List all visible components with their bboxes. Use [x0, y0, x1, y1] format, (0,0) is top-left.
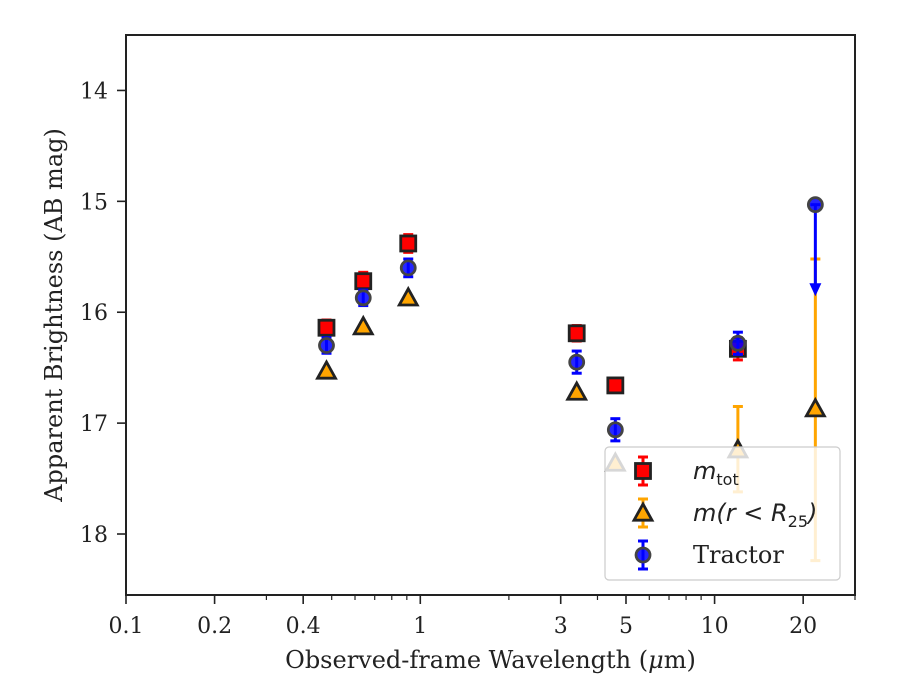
data-point-tractor	[318, 336, 335, 355]
data-point-tractor	[606, 417, 624, 443]
x-tick-label: 10	[701, 614, 729, 639]
x-tick-label: 5	[619, 614, 633, 639]
legend-label-tail: )	[806, 499, 817, 527]
marker-tractor	[354, 289, 372, 307]
marker-mtot	[399, 234, 418, 253]
legend-entry-mtot: mtot	[634, 455, 739, 489]
legend: mtot m(r < R25) Tractor	[604, 446, 841, 581]
legend-label-sub: tot	[716, 470, 738, 489]
data-point-mr25	[396, 285, 420, 307]
y-tick-label: 14	[80, 79, 108, 104]
marker-tractor	[606, 421, 624, 439]
x-tick-label: 1	[413, 614, 427, 639]
x-tick-label: 0.2	[197, 614, 232, 639]
marker-tractor	[806, 196, 824, 214]
data-point-tractor	[354, 288, 372, 308]
marker-mr25	[351, 314, 375, 336]
legend-label-tractor: Tractor	[693, 541, 784, 569]
y-tick-label: 18	[80, 523, 108, 548]
series-tractor	[318, 196, 824, 443]
x-axis-label: Observed-frame Wavelength (μm)	[285, 646, 696, 674]
data-point-mtot	[399, 233, 418, 254]
marker-mtot	[567, 324, 586, 343]
marker-mtot	[354, 272, 373, 291]
y-axis-label: Apparent Brightness (AB mag)	[40, 128, 68, 503]
data-point-mr25	[351, 314, 375, 336]
marker-mr25	[315, 359, 338, 380]
marker-mtot	[317, 318, 336, 337]
marker-tractor	[568, 353, 586, 371]
data-point-mtot	[317, 318, 336, 338]
y-tick-label: 15	[80, 190, 108, 215]
legend-label-text: Tractor	[693, 541, 784, 569]
marker-tractor	[318, 337, 335, 354]
upper-limit-arrowhead	[809, 283, 822, 297]
legend-marker-mtot	[634, 462, 652, 480]
legend-box	[604, 446, 841, 581]
legend-entry-tractor: Tractor	[634, 539, 784, 571]
data-point-mr25	[315, 359, 338, 380]
x-axis-label-main: Observed-frame Wavelength (	[285, 646, 648, 674]
data-point-tractor	[399, 257, 417, 279]
x-axis-label-unit: m)	[664, 646, 696, 674]
legend-label-mr25: m(r < R25)	[693, 499, 817, 531]
data-point-mtot	[606, 376, 625, 395]
legend-label-sub: 25	[788, 512, 808, 531]
marker-mr25	[565, 380, 589, 401]
legend-marker-mr25	[631, 501, 655, 522]
axes-group: 0.1 0.2 0.4 1 3 5 10 20 14 15 16 17 18	[80, 79, 856, 639]
series-mtot	[317, 233, 747, 395]
legend-label-main: m	[693, 457, 716, 485]
data-point-tractor	[568, 349, 586, 375]
x-tick-label: 3	[554, 614, 568, 639]
data-point-tractor	[806, 196, 824, 297]
marker-tractor	[399, 259, 417, 277]
x-tick-label: 0.4	[286, 614, 321, 639]
data-point-tractor	[729, 330, 747, 356]
legend-label-main: m(r < R	[693, 499, 788, 527]
data-point-mtot	[354, 270, 373, 292]
marker-mr25	[803, 396, 827, 418]
legend-marker-tractor	[634, 546, 652, 564]
marker-mr25	[396, 285, 420, 307]
marker-mtot	[606, 376, 625, 395]
data-point-mr25	[565, 380, 589, 401]
y-tick-label: 16	[80, 301, 108, 326]
x-axis-label-mu: μ	[648, 646, 664, 674]
data-point-mtot	[567, 324, 586, 343]
legend-entry-mr25: m(r < R25)	[631, 497, 817, 531]
plot-frame	[125, 34, 856, 596]
x-tick-label: 20	[789, 614, 817, 639]
y-tick-label: 17	[80, 412, 108, 437]
marker-tractor	[729, 334, 747, 352]
legend-label-mtot: mtot	[693, 457, 739, 489]
x-tick-label: 0.1	[109, 614, 144, 639]
